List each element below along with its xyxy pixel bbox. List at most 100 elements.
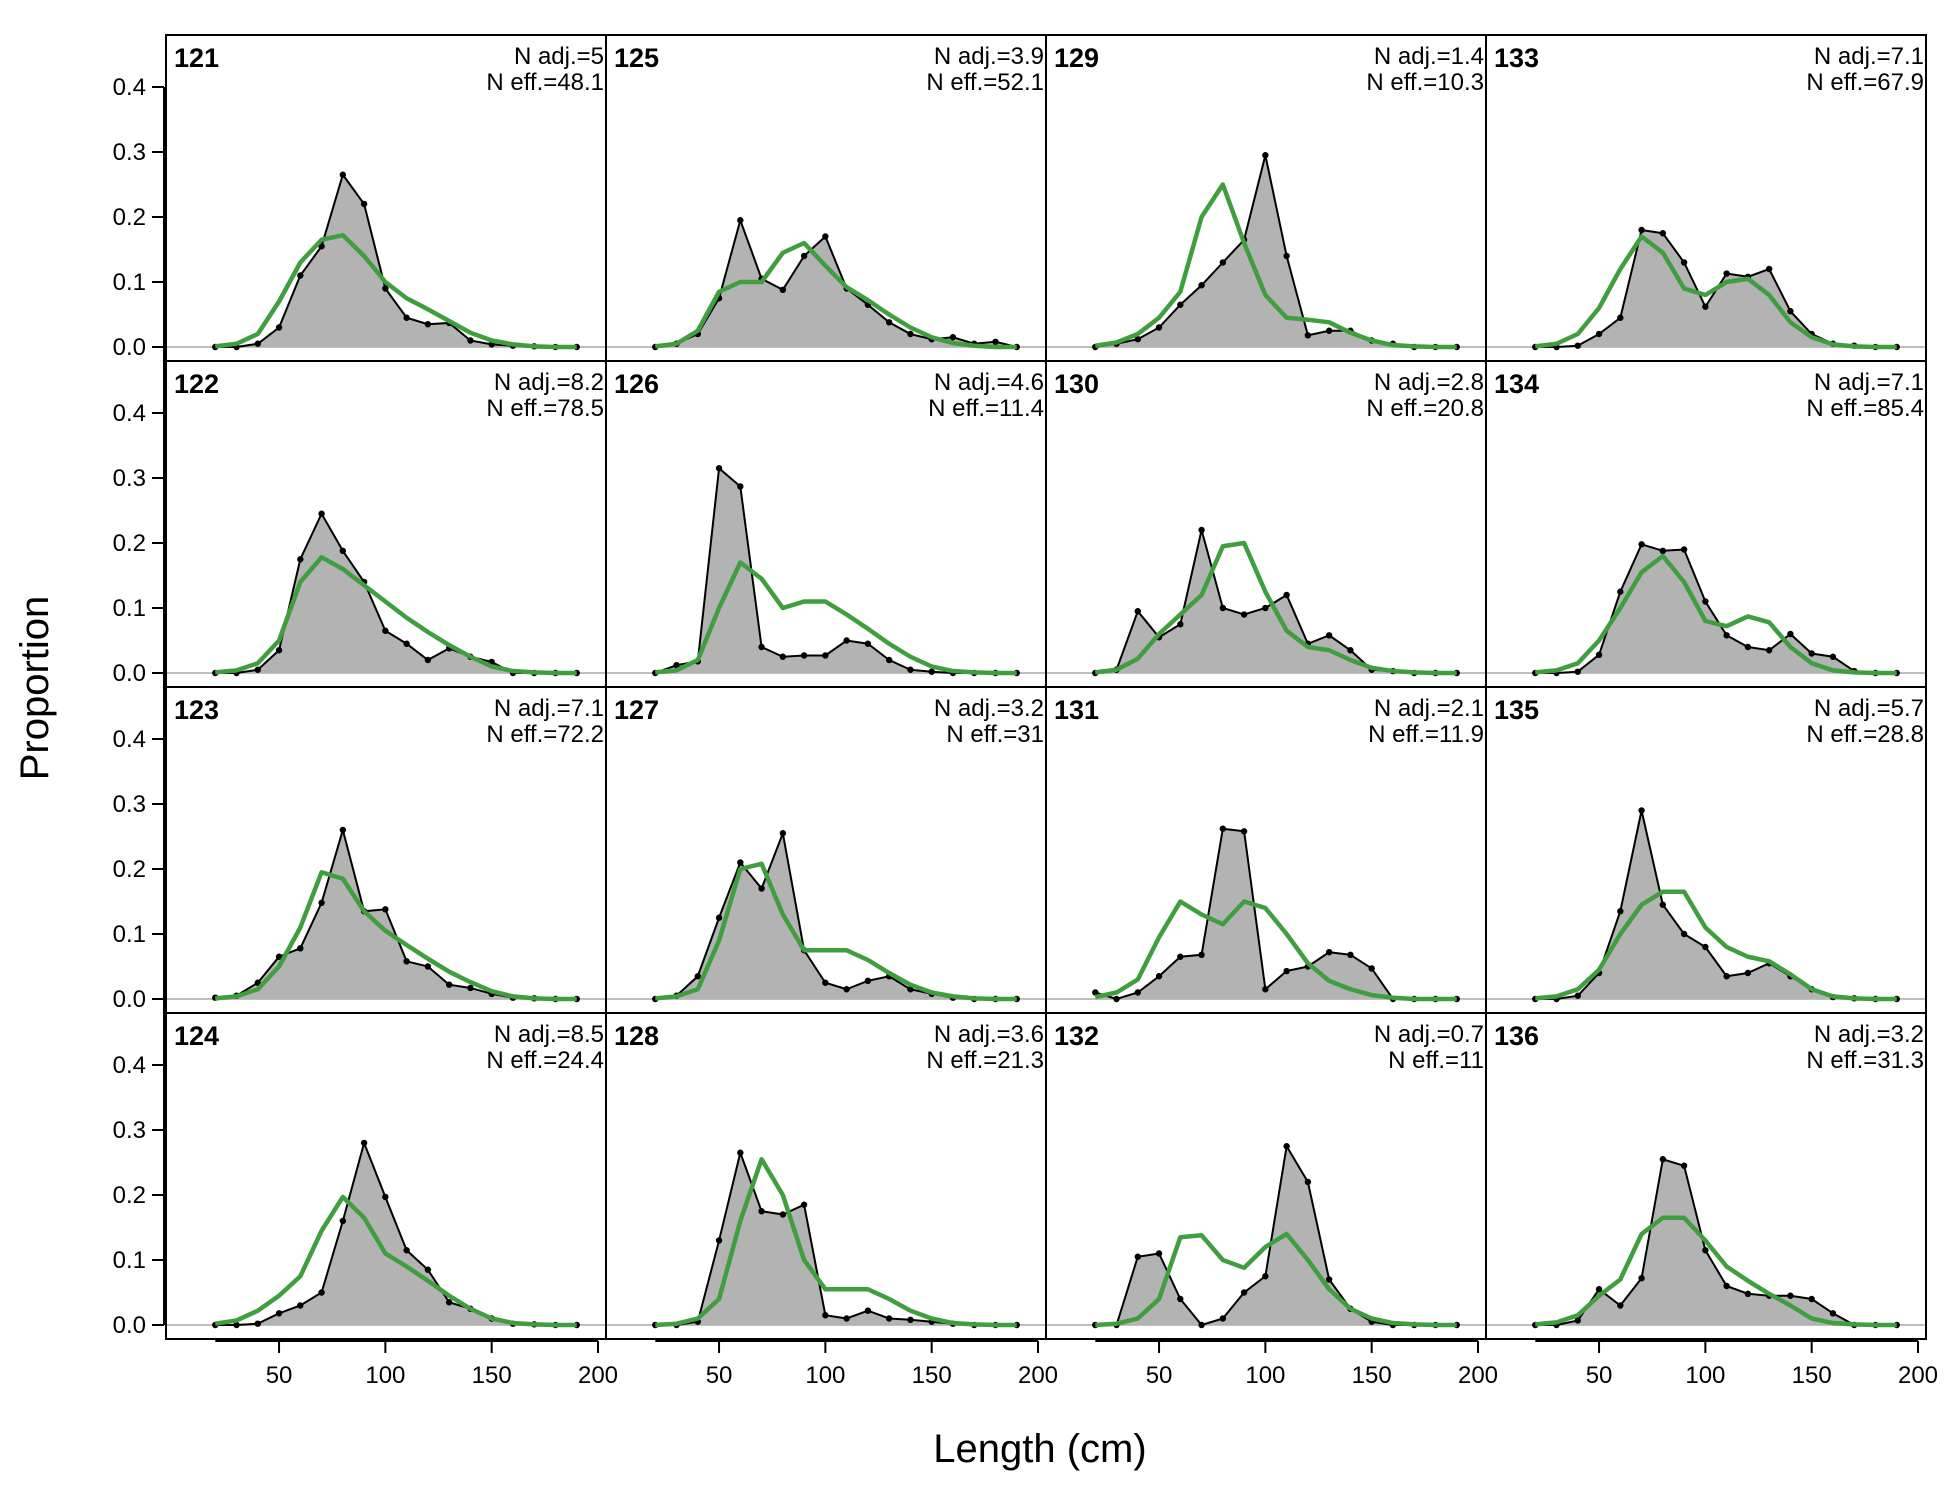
observed-point (297, 1302, 304, 1309)
observed-point (382, 1193, 389, 1201)
n-eff-label: N eff.=11.9 (1368, 721, 1484, 748)
panel-plot-area (606, 216, 1046, 351)
observed-point (318, 1289, 325, 1296)
n-adj-label: N adj.=4.6 (934, 369, 1044, 396)
observed-point (822, 233, 829, 240)
observed-point (1325, 1276, 1333, 1283)
observed-point (779, 830, 787, 837)
x-tick-label: 150 (1352, 1362, 1392, 1389)
n-adj-label: N adj.=3.6 (934, 1021, 1044, 1048)
observed-point (1744, 1290, 1752, 1298)
y-tick-label: 0.1 (113, 595, 146, 622)
observed-point (297, 945, 304, 952)
y-tick-label: 0.2 (113, 856, 146, 883)
y-tick-label: 0.1 (113, 921, 146, 948)
observed-point (758, 1208, 765, 1215)
observed-point (1325, 632, 1333, 639)
n-adj-label: N adj.=1.4 (1374, 43, 1484, 70)
observed-point (1219, 1315, 1227, 1322)
panel-plot-area (1046, 825, 1486, 1003)
observed-point (1219, 259, 1227, 266)
observed-point (885, 319, 893, 326)
observed-point (1638, 541, 1645, 548)
observed-point (673, 662, 680, 669)
expected-line (1095, 1231, 1457, 1328)
expected-line (655, 560, 1017, 676)
observed-point (382, 906, 389, 913)
panel-plot-area (1046, 526, 1486, 677)
observed-point (382, 285, 389, 292)
observed-point (1659, 1156, 1667, 1163)
y-tick-label: 0.1 (113, 1247, 146, 1274)
panel-132: 132 N adj.=0.7N eff.=11 (1045, 1012, 1487, 1340)
observed-point (1744, 643, 1752, 651)
observed-point (1702, 943, 1709, 951)
observed-point (403, 314, 410, 321)
panel-id-label: 124 (174, 1021, 219, 1051)
observed-point (318, 899, 325, 906)
panel-plot-area (1486, 226, 1926, 351)
n-adj-label: N adj.=8.5 (494, 1021, 604, 1048)
observed-point (907, 666, 914, 673)
y-axis-title: Proportion (13, 596, 57, 781)
observed-line (1535, 1157, 1897, 1326)
expected-line (214, 1194, 577, 1328)
panel-plot-area (166, 1139, 606, 1329)
n-eff-label: N eff.=20.8 (1366, 395, 1484, 422)
observed-point (1177, 301, 1184, 308)
x-tick-label: 150 (472, 1362, 512, 1389)
panel-id-label: 134 (1494, 369, 1539, 399)
observed-point (694, 973, 701, 980)
observed-point (715, 914, 723, 921)
expected-line (1094, 182, 1457, 350)
observed-point (233, 1321, 240, 1329)
y-tick-label: 0.3 (113, 465, 146, 492)
n-eff-label: N eff.=85.4 (1806, 395, 1924, 422)
panel-126: 126 N adj.=4.6N eff.=11.4 (605, 360, 1047, 688)
panel-136: 136 N adj.=3.2N eff.=31.3 (1485, 1012, 1927, 1340)
observed-point (800, 1201, 808, 1208)
x-tick-label: 50 (1586, 1362, 1613, 1389)
observed-point (1574, 1317, 1581, 1324)
observed-point (864, 1307, 872, 1314)
observed-point (822, 652, 829, 659)
observed-point (1134, 336, 1141, 343)
n-eff-label: N eff.=28.8 (1806, 721, 1924, 748)
observed-point (445, 981, 453, 988)
n-adj-label: N adj.=3.9 (934, 43, 1044, 70)
n-eff-label: N eff.=10.3 (1366, 69, 1484, 96)
observed-point (382, 627, 389, 634)
observed-point (1787, 1292, 1794, 1299)
n-eff-label: N eff.=11 (1388, 1047, 1484, 1074)
observed-point (1638, 226, 1645, 234)
panel-127: 127 N adj.=3.2N eff.=31 (605, 686, 1047, 1014)
observed-point (1702, 1247, 1709, 1254)
observed-point (1723, 973, 1730, 980)
y-tick-label: 0.2 (113, 204, 146, 231)
panel-id-label: 135 (1494, 695, 1539, 725)
observed-area (215, 513, 577, 673)
panel-plot-area (1486, 807, 1926, 1003)
n-adj-label: N adj.=2.8 (1374, 369, 1484, 396)
panel-125: 125 N adj.=3.9N eff.=52.1 (605, 34, 1047, 362)
x-tick-label: 200 (1458, 1362, 1498, 1389)
observed-point (737, 217, 744, 224)
panel-130: 130 N adj.=2.8N eff.=20.8 (1045, 360, 1487, 688)
observed-point (1262, 1273, 1269, 1280)
observed-point (1283, 591, 1290, 599)
observed-point (318, 510, 325, 517)
panel-plot-area (166, 171, 606, 351)
panel-id-label: 130 (1054, 369, 1099, 399)
observed-line (1094, 827, 1457, 1001)
x-tick-label: 100 (1245, 1362, 1285, 1389)
y-tick-label: 0.0 (113, 660, 146, 687)
expected-line (655, 861, 1017, 1002)
panel-id-label: 131 (1054, 695, 1099, 725)
observed-point (1617, 588, 1624, 595)
observed-point (339, 1217, 347, 1225)
observed-point (800, 252, 808, 260)
observed-point (779, 653, 787, 660)
observed-point (1574, 992, 1581, 999)
observed-point (1659, 230, 1667, 237)
observed-point (843, 637, 850, 644)
